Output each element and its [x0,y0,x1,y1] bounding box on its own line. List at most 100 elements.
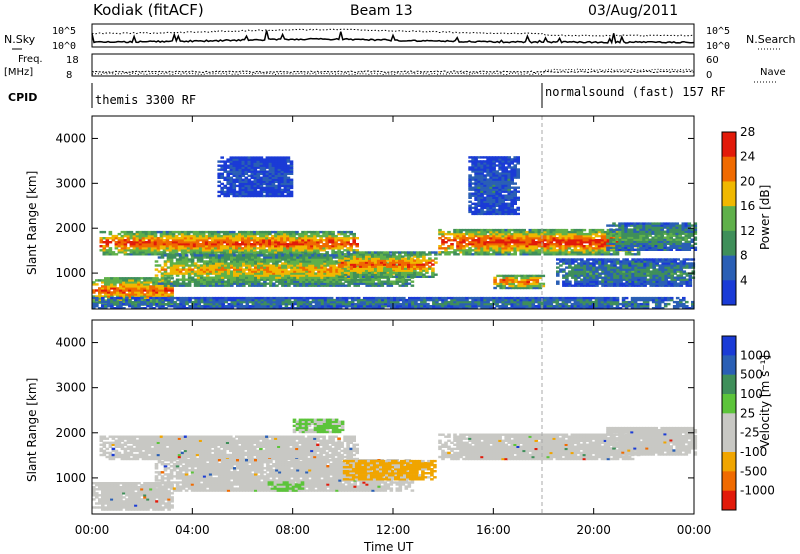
heatmap-cell [371,278,375,281]
heatmap-cell [117,249,122,252]
heatmap-cell [615,224,619,227]
heatmap-cell [208,276,213,279]
heatmap-cell [462,251,466,254]
heatmap-cell [501,253,505,256]
heatmap-cell [155,301,159,304]
heatmap-cell [262,160,267,163]
heatmap-cell [265,162,270,165]
heatmap-cell [580,284,584,287]
heatmap-cell [428,257,432,260]
heatmap-cell [588,237,593,240]
heatmap-cell [253,237,257,240]
heatmap-cell [407,259,411,262]
heatmap-cell [247,168,252,171]
heatmap-cell [528,239,533,242]
heatmap-cell [534,251,539,254]
heatmap-cell [298,247,302,250]
heatmap-cell [586,272,590,275]
heatmap-cell [281,270,285,273]
heatmap-cell [574,270,578,273]
heatmap-cell [334,247,338,250]
heatmap-cell [311,274,315,277]
heatmap-cell [178,284,183,287]
heatmap-cell [242,258,246,261]
heatmap-cell [480,251,484,254]
heatmap-cell [534,253,539,256]
heatmap-cell [559,260,563,263]
heatmap-cell [137,281,141,284]
heatmap-cell [386,280,391,283]
heatmap-cell [576,232,581,236]
heatmap-cell [456,243,460,246]
heatmap-cell [298,234,302,238]
heatmap-cell [140,283,144,286]
heatmap-cell [504,234,508,238]
heatmap-cell [220,282,225,285]
heatmap-cell [268,180,273,183]
heatmap-cell [259,156,264,159]
heatmap-cell [271,194,276,198]
heatmap-cell [425,259,429,262]
heatmap-cell [561,253,566,256]
heatmap-cell [673,280,677,283]
heatmap-cell [667,264,671,267]
heatmap-cell [410,269,414,272]
heatmap-cell [462,241,466,244]
heatmap-cell [579,230,584,234]
heatmap-cell [609,234,613,237]
heatmap-cell [101,295,105,298]
heatmap-cell [157,282,162,285]
heatmap-cell [166,256,171,259]
heatmap-cell [558,230,563,234]
heatmap-cell [404,261,408,264]
heatmap-cell [143,293,147,296]
heatmap-cell [220,270,225,273]
heatmap-cell [616,258,620,261]
heatmap-cell [661,280,665,283]
heatmap-cell [513,251,517,254]
heatmap-cell [122,279,126,282]
heatmap-cell [673,264,677,267]
heatmap-cell [201,241,206,244]
heatmap-cell [269,278,273,281]
heatmap-cell [474,228,478,232]
heatmap-cell [259,162,264,165]
heatmap-cell [567,247,572,250]
heatmap-cell [317,282,321,285]
heatmap-cell [609,238,613,241]
heatmap-cell [154,260,159,263]
heatmap-cell [651,248,655,251]
heatmap-cell [416,259,420,262]
heatmap-cell [595,278,599,281]
heatmap-cell [214,268,219,271]
heatmap-cell [208,264,213,267]
heatmap-cell [163,280,168,283]
heatmap-cell [298,243,302,246]
heatmap-cell [241,234,245,238]
heatmap-cell [514,284,518,288]
heatmap-cell [250,158,255,161]
heatmap-cell [205,284,210,287]
heatmap-cell [609,240,613,243]
heatmap-cell [248,264,252,267]
heatmap-cell [419,251,423,254]
heatmap-cell [170,277,174,280]
heatmap-cell [225,247,230,250]
heatmap-cell [186,241,191,244]
heatmap-cell [230,264,234,267]
heatmap-cell [468,251,472,254]
heatmap-cell [147,234,152,238]
heatmap-cell [190,256,195,259]
heatmap-cell [241,186,246,190]
heatmap-cell [645,228,649,231]
heatmap-cell [383,282,388,285]
heatmap-cell [236,280,240,283]
heatmap-cell [198,249,203,252]
heatmap-cell [229,160,234,163]
heatmap-cell [580,278,584,281]
heatmap-cell [610,274,614,277]
heatmap-cell [395,282,400,285]
heatmap-cell [595,262,599,265]
heatmap-cell [633,234,637,237]
heatmap-cell [492,253,496,256]
